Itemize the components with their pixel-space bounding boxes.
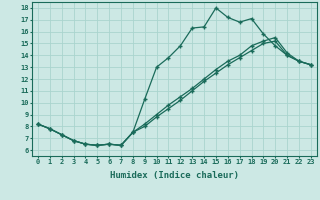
X-axis label: Humidex (Indice chaleur): Humidex (Indice chaleur) [110,171,239,180]
